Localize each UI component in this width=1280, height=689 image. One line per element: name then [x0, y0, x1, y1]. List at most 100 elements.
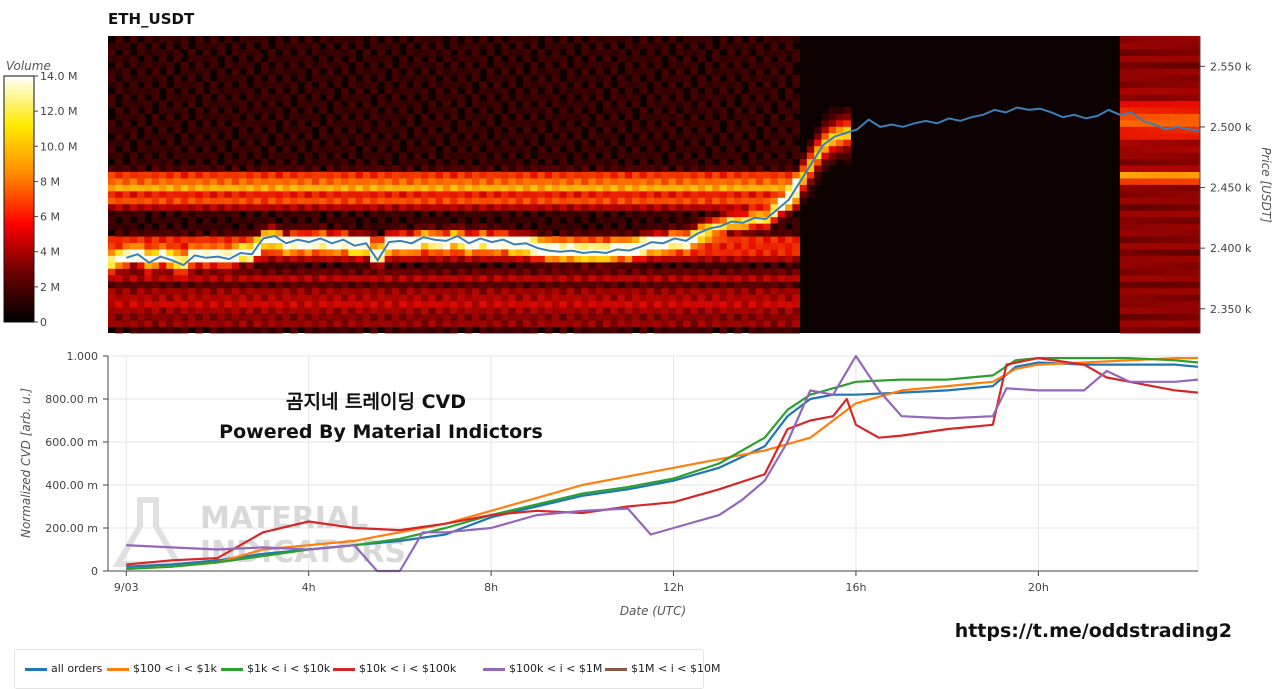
heatmap-cell [755, 313, 764, 321]
heatmap-cell [770, 48, 779, 56]
heatmap-cell [777, 152, 786, 160]
heatmap-cell [253, 171, 262, 179]
heatmap-cell [421, 68, 429, 76]
heatmap-cell [464, 184, 473, 192]
heatmap-cell [195, 268, 204, 276]
heatmap-cell [537, 152, 546, 160]
heatmap-cell [319, 184, 327, 192]
heatmap-cell [1134, 223, 1143, 231]
heatmap-cell [573, 203, 582, 211]
heatmap-cell [166, 210, 174, 218]
heatmap-cell [573, 229, 582, 237]
heatmap-cell [115, 184, 123, 192]
heatmap-title: ETH_USDT [108, 10, 195, 28]
legend-item[interactable]: $10k < i < $100k [333, 662, 456, 675]
heatmap-cell [712, 229, 720, 237]
heatmap-cell [828, 107, 837, 114]
heatmap-cell [370, 190, 378, 198]
heatmap-cell [195, 152, 204, 160]
heatmap-cell [734, 165, 742, 172]
heatmap-cell [406, 307, 415, 315]
legend-item[interactable]: $100k < i < $1M [483, 662, 602, 675]
legend-item[interactable]: $1k < i < $10k [221, 662, 330, 675]
heatmap-cell [1141, 307, 1150, 315]
legend-item[interactable]: all orders [25, 662, 102, 675]
heatmap-cell [1170, 100, 1179, 108]
heatmap-cell [450, 107, 458, 114]
heatmap-cell [537, 281, 546, 289]
cvd-x-tick-label: 20h [1028, 581, 1049, 594]
heatmap-cell [821, 132, 830, 140]
heatmap-cell [180, 81, 189, 89]
heatmap-cell [704, 36, 713, 43]
heatmap-cell [573, 36, 582, 43]
heatmap-cell [770, 307, 779, 315]
heatmap-cell [501, 216, 509, 224]
heatmap-cell [370, 139, 378, 147]
heatmap-cell [239, 178, 247, 185]
heatmap-cell [406, 274, 415, 282]
heatmap-cell [311, 74, 320, 82]
heatmap-cell [508, 165, 517, 172]
heatmap-cell [697, 107, 706, 114]
heatmap-cell [115, 255, 123, 263]
heatmap-cell [137, 165, 145, 172]
heatmap-cell [362, 68, 371, 76]
heatmap-cell [428, 178, 436, 185]
heatmap-cell [450, 229, 458, 237]
heatmap-cell [1156, 236, 1164, 244]
heatmap-cell [231, 287, 240, 295]
heatmap-cell [370, 55, 378, 63]
heatmap-cell [748, 190, 757, 198]
heatmap-cell [326, 178, 335, 185]
legend-item[interactable]: $1M < i < $10M [605, 662, 720, 675]
heatmap-cell [1163, 68, 1172, 76]
heatmap-cell [537, 48, 546, 56]
heatmap-cell [668, 178, 677, 185]
heatmap-cell [195, 36, 204, 43]
heatmap-cell [377, 48, 386, 56]
heatmap-cell [406, 74, 415, 82]
heatmap-cell [137, 158, 145, 166]
heatmap-cell [617, 190, 626, 198]
colorbar-tick-label: 10.0 M [40, 140, 77, 153]
heatmap-cell [1119, 268, 1128, 276]
heatmap-cell [704, 113, 713, 121]
heatmap-cell [522, 203, 531, 211]
heatmap-cell [188, 242, 196, 250]
heatmap-cell [399, 281, 407, 289]
heatmap-cell [115, 197, 123, 205]
heatmap-cell [1127, 229, 1135, 237]
heatmap-cell [166, 107, 174, 114]
heatmap-cell [624, 94, 633, 101]
heatmap-cell [1170, 229, 1179, 237]
heatmap-cell [180, 281, 189, 289]
heatmap-cell [472, 42, 480, 50]
heatmap-cell [188, 229, 196, 237]
heatmap-cell [472, 190, 480, 198]
heatmap-cell [552, 261, 560, 269]
heatmap-cell [472, 313, 480, 321]
heatmap-cell [1119, 223, 1128, 231]
heatmap-cell [421, 294, 429, 302]
heatmap-cell [719, 249, 728, 256]
legend-item[interactable]: $100 < i < $1k [107, 662, 217, 675]
heatmap-cell [399, 190, 407, 198]
heatmap-cell [217, 294, 225, 302]
heatmap-cell [399, 249, 407, 256]
heatmap-cell [209, 42, 218, 50]
heatmap-cell [508, 119, 517, 127]
heatmap-cell [340, 223, 349, 231]
heatmap-cell [260, 68, 269, 76]
heatmap-cell [421, 74, 429, 82]
heatmap-cell [610, 171, 618, 179]
heatmap-cell [515, 139, 524, 147]
price-axis: 2.350 k2.400 k2.450 k2.500 k2.550 k [1199, 36, 1252, 333]
cvd-y-tick-label: 1.000 [67, 350, 99, 363]
heatmap-cell [391, 236, 400, 244]
heatmap-cell [704, 223, 713, 231]
heatmap-cell [624, 139, 633, 147]
heatmap-cell [726, 255, 735, 263]
heatmap-cell [726, 307, 735, 315]
heatmap-cell [282, 178, 291, 185]
